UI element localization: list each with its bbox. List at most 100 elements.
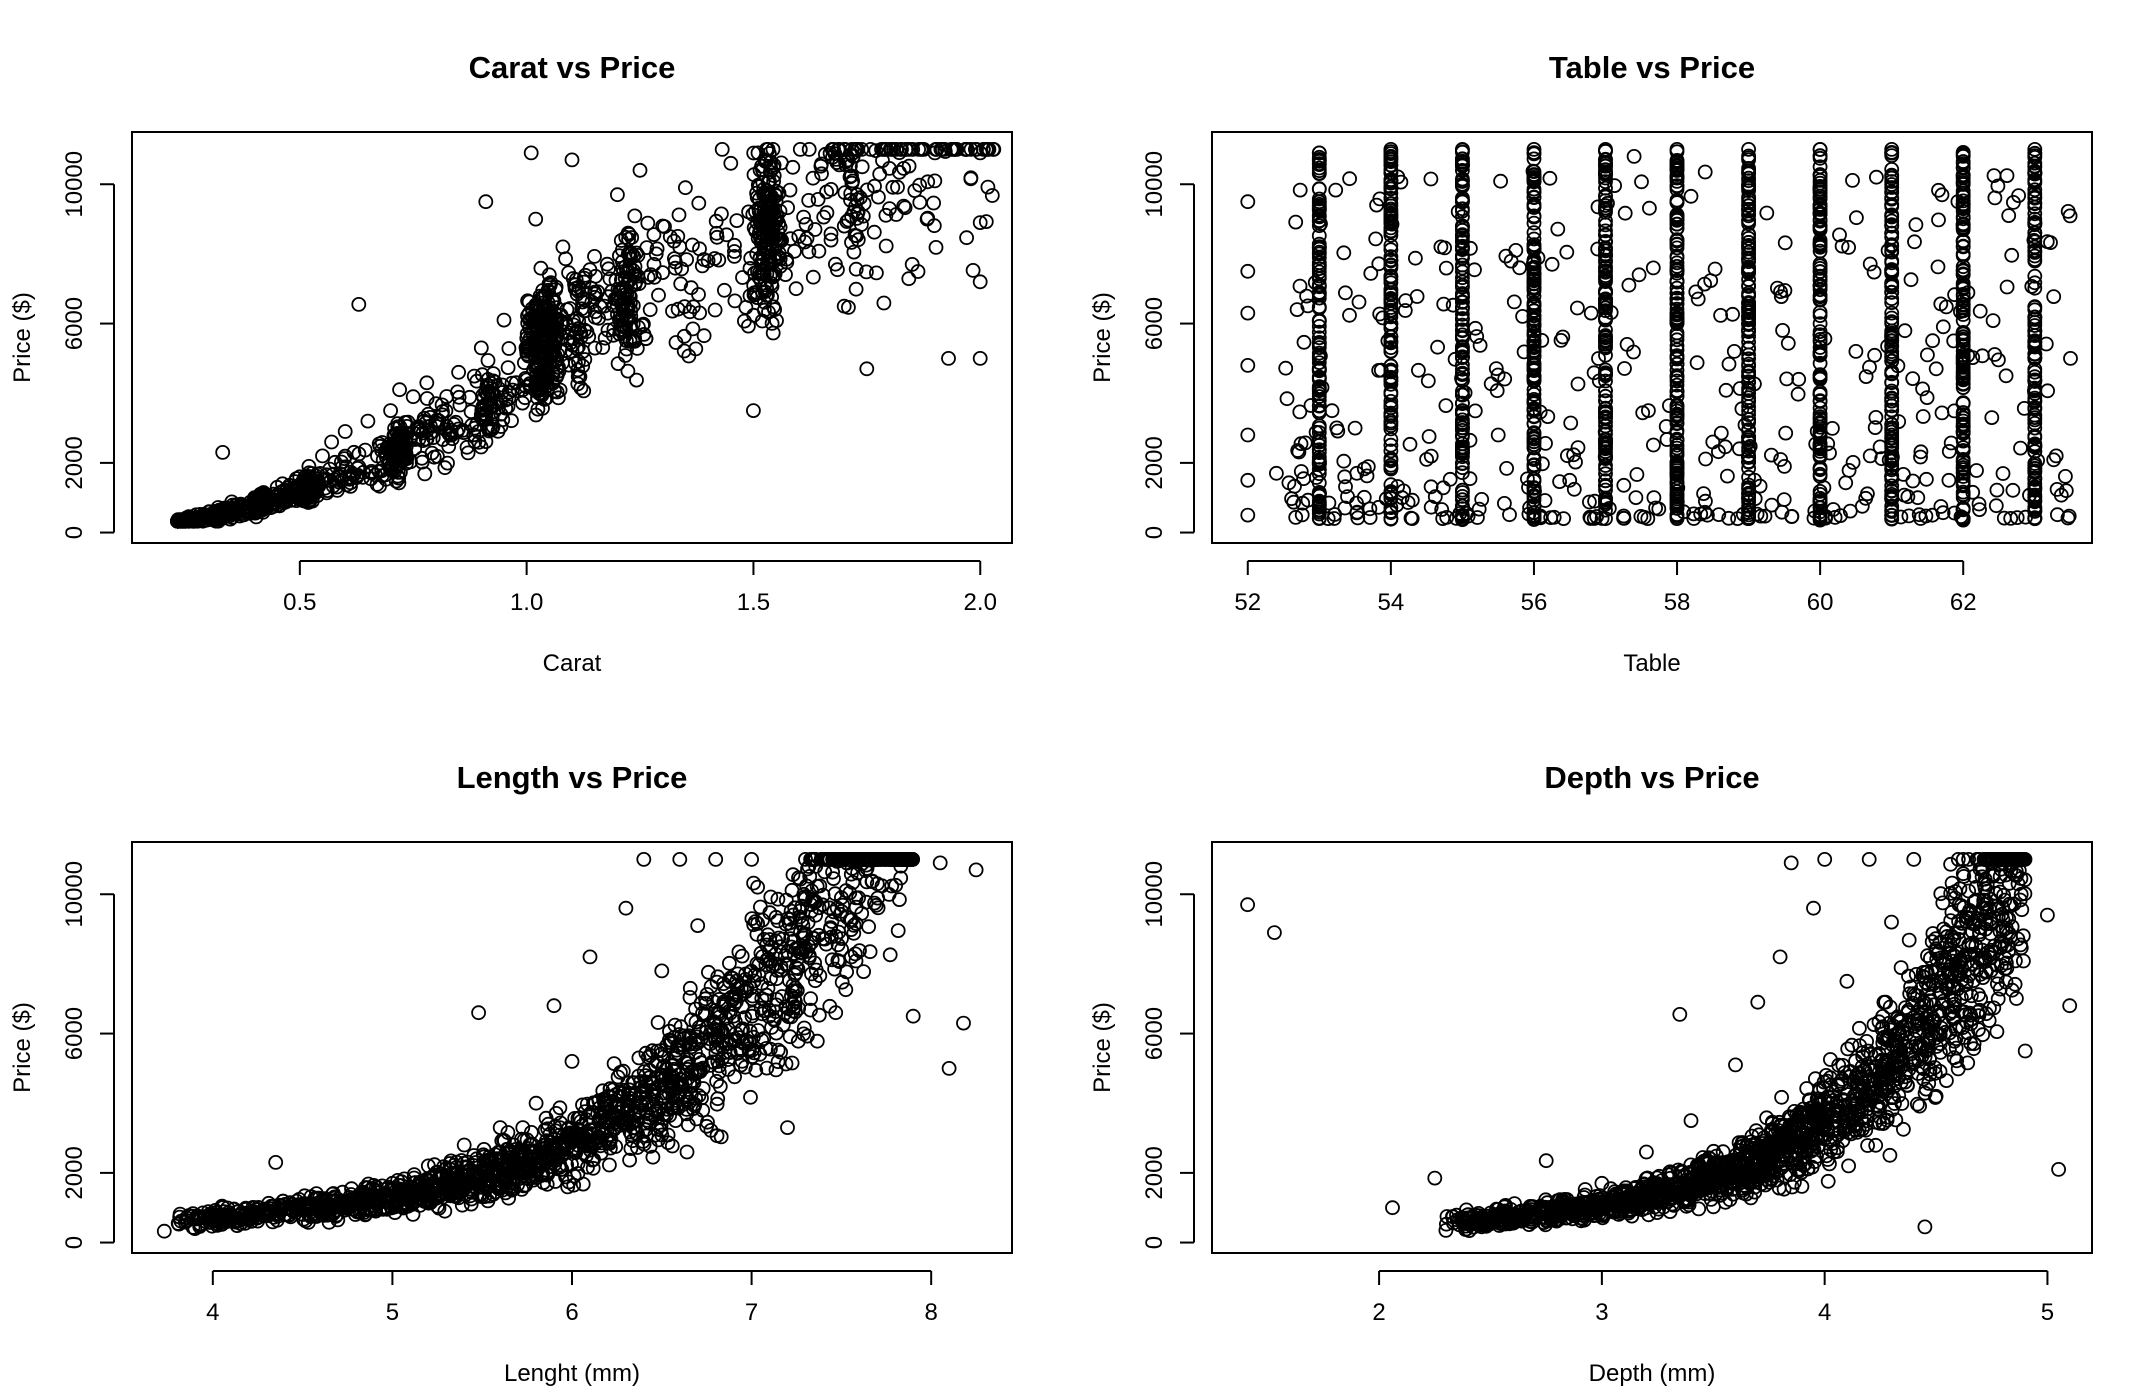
data-point — [762, 164, 778, 180]
data-point — [2057, 468, 2073, 484]
data-point — [884, 878, 900, 894]
data-point — [1498, 248, 1514, 264]
data-point — [1884, 383, 1900, 399]
data-point — [1526, 190, 1542, 206]
data-point — [383, 403, 399, 419]
data-point — [1347, 420, 1363, 436]
data-point — [746, 145, 762, 161]
data-point — [1535, 456, 1550, 472]
data-point — [1626, 148, 1642, 164]
data-point — [859, 361, 875, 377]
data-point — [558, 316, 574, 332]
data-point — [866, 224, 882, 240]
data-point — [796, 209, 811, 225]
data-point — [542, 277, 558, 293]
x-axis: 0.5 1.0 1.5 2.0 — [283, 560, 997, 616]
data-point — [1526, 170, 1542, 186]
data-point — [473, 439, 489, 455]
data-point — [1884, 333, 1900, 349]
data-point — [978, 214, 994, 230]
data-point — [1669, 486, 1685, 502]
data-point — [1812, 218, 1828, 234]
data-point — [1669, 209, 1685, 225]
data-point — [1747, 376, 1762, 392]
data-point — [683, 280, 699, 296]
data-point — [1597, 449, 1613, 465]
data-point — [1955, 288, 1971, 304]
data-point — [905, 141, 921, 157]
data-point — [1378, 491, 1394, 507]
points-layer — [169, 141, 1002, 529]
data-point — [1560, 448, 1575, 464]
data-point — [504, 413, 519, 429]
data-point — [792, 141, 808, 157]
data-point — [927, 173, 943, 189]
data-point — [577, 352, 593, 367]
data-point — [286, 483, 302, 499]
data-point — [1240, 427, 1256, 443]
data-point — [1540, 409, 1556, 425]
data-point — [1455, 429, 1470, 445]
data-point — [1995, 466, 2011, 481]
data-point — [1330, 423, 1346, 439]
data-point — [911, 141, 926, 157]
data-point — [734, 999, 750, 1015]
data-point — [1455, 339, 1470, 355]
data-point — [1563, 415, 1579, 431]
data-point — [844, 175, 860, 191]
data-point — [1741, 208, 1756, 224]
data-point — [1598, 473, 1613, 489]
data-point — [1566, 447, 1581, 463]
data-point — [514, 1182, 530, 1197]
data-point — [1955, 333, 1971, 349]
data-point — [1696, 486, 1711, 502]
y-tick-label: 2000 — [1141, 436, 1168, 489]
data-point — [1340, 489, 1355, 505]
data-point — [1338, 479, 1353, 495]
data-point — [770, 1054, 786, 1070]
data-point — [1490, 427, 1506, 443]
data-point — [727, 248, 742, 264]
data-point — [765, 325, 781, 341]
data-point — [904, 256, 920, 272]
data-point — [1296, 334, 1312, 350]
data-point — [1817, 331, 1833, 347]
data-point — [1955, 329, 1971, 345]
data-point — [1590, 199, 1606, 215]
data-point — [1858, 369, 1874, 385]
data-point — [1497, 371, 1513, 387]
data-point — [1741, 152, 1756, 168]
data-point — [1989, 482, 2005, 498]
data-point — [920, 174, 936, 190]
data-point — [1299, 288, 1314, 304]
x-tick-label: 52 — [1234, 589, 1261, 616]
data-point — [1351, 294, 1367, 310]
data-point — [1741, 247, 1756, 263]
data-point — [1616, 477, 1632, 493]
data-point — [764, 315, 780, 331]
data-point — [1240, 472, 1256, 488]
data-point — [1383, 340, 1399, 356]
data-point — [959, 230, 974, 246]
data-point — [469, 373, 485, 389]
data-point — [2027, 438, 2043, 454]
data-point — [1598, 217, 1613, 233]
data-point — [1953, 509, 1969, 525]
data-point — [1891, 414, 1907, 430]
data-point — [667, 260, 683, 276]
data-point — [819, 205, 835, 221]
data-point — [1530, 250, 1546, 266]
data-point — [1240, 263, 1256, 279]
data-point — [807, 955, 822, 971]
data-point — [682, 304, 698, 320]
data-point — [2027, 280, 2043, 296]
data-point — [1526, 386, 1542, 402]
data-point — [1488, 361, 1504, 377]
data-point — [1669, 178, 1685, 194]
data-point — [1598, 223, 1613, 239]
data-point — [1356, 489, 1372, 505]
data-point — [1389, 497, 1405, 513]
data-point — [1279, 391, 1295, 407]
data-point — [1941, 443, 1957, 459]
